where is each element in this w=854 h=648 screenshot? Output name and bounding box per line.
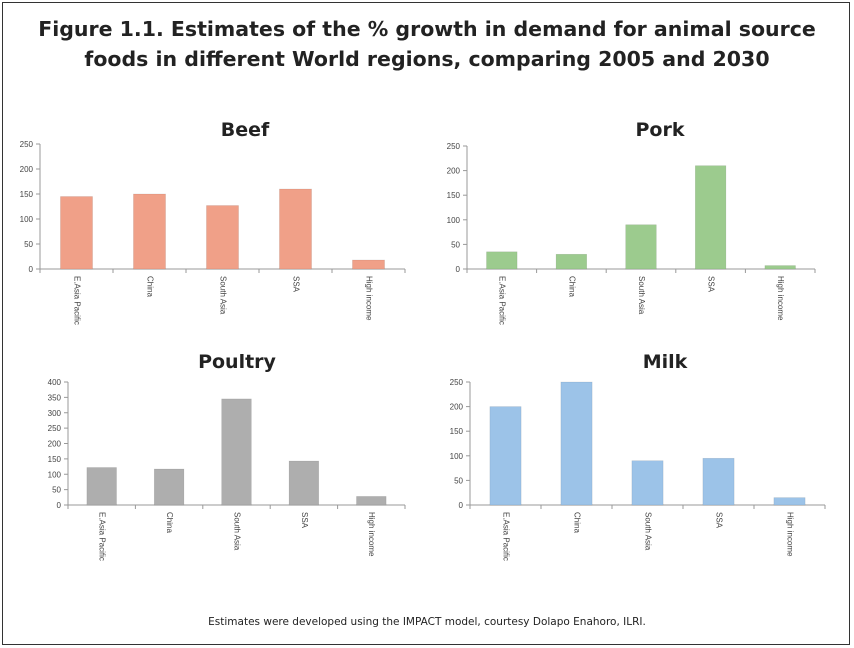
milk-y-tick-label: 150 (450, 427, 464, 436)
milk-y-tick-label: 0 (459, 501, 464, 510)
milk-bar (560, 381, 593, 506)
poultry-category-label: China (165, 512, 174, 533)
milk-bar (631, 460, 664, 506)
figure-title-line-2: foods in different World regions, compar… (84, 47, 770, 71)
milk-chart-title: Milk (643, 351, 688, 373)
pork-bar (694, 165, 727, 270)
beef-chart: Beef 0 50 100 150 200 250 E.Asia Pacific China So… (20, 119, 406, 325)
milk-chart: Milk 0 50 100 150 200 250 E.Asia Pacific China So… (450, 351, 826, 561)
beef-y-tick-label: 200 (20, 165, 34, 174)
beef-bar (352, 259, 385, 270)
poultry-bar (153, 468, 185, 506)
poultry-bar (86, 467, 117, 506)
poultry-y-tick-label: 50 (52, 486, 61, 495)
pork-y-tick-label: 150 (447, 191, 461, 200)
pork-bar (555, 253, 588, 270)
beef-category-label: SSA (291, 276, 300, 293)
milk-y-tick-label: 50 (454, 476, 463, 485)
beef-bar (279, 188, 312, 270)
pork-bar (764, 265, 796, 270)
beef-bar (206, 205, 239, 270)
milk-category-label: China (572, 512, 581, 533)
beef-y-tick-label: 0 (29, 265, 34, 274)
beef-category-label: High income (364, 276, 373, 321)
poultry-y-tick-label: 200 (48, 440, 62, 449)
pork-chart: Pork 0 50 100 150 200 250 E.Asia Pacific China So… (447, 119, 816, 325)
beef-y-tick-label: 150 (20, 190, 34, 199)
poultry-y-tick-label: 150 (48, 455, 62, 464)
pork-category-label: SSA (706, 276, 715, 293)
milk-category-label: E.Asia Pacific (501, 512, 510, 561)
beef-y-tick-label: 100 (20, 215, 34, 224)
poultry-y-tick-label: 300 (48, 409, 62, 418)
milk-y-tick-label: 250 (450, 378, 464, 387)
pork-y-tick-label: 50 (451, 240, 460, 249)
pork-chart-title: Pork (636, 119, 685, 141)
milk-bar (489, 406, 522, 506)
poultry-chart-title: Poultry (198, 351, 276, 373)
beef-chart-title: Beef (221, 119, 270, 141)
beef-category-label: China (145, 276, 154, 297)
pork-bar (625, 224, 657, 270)
beef-bar (60, 196, 93, 270)
milk-y-tick-label: 200 (450, 403, 464, 412)
poultry-y-tick-label: 350 (48, 393, 62, 402)
milk-category-label: High income (785, 512, 794, 557)
figure-title: Figure 1.1. Estimates of the % growth in… (0, 14, 854, 74)
pork-category-label: China (567, 276, 576, 297)
figure-title-line-1: Figure 1.1. Estimates of the % growth in… (38, 17, 816, 41)
poultry-bar (288, 460, 320, 506)
milk-bar (702, 457, 735, 506)
pork-y-tick-label: 100 (447, 216, 461, 225)
beef-bar (133, 193, 166, 270)
poultry-category-label: E.Asia Pacific (98, 512, 107, 561)
pork-category-label: South Asia (637, 276, 646, 315)
beef-y-tick-label: 50 (24, 240, 33, 249)
beef-y-tick-label: 250 (20, 140, 34, 149)
milk-category-label: SSA (714, 512, 723, 529)
poultry-y-tick-label: 0 (57, 501, 62, 510)
poultry-y-tick-label: 250 (48, 424, 62, 433)
milk-bar (773, 497, 806, 506)
pork-category-label: E.Asia Pacific (498, 276, 507, 325)
pork-y-tick-label: 200 (447, 167, 461, 176)
beef-category-label: South Asia (218, 276, 227, 315)
poultry-category-label: SSA (300, 512, 309, 529)
poultry-y-tick-label: 100 (48, 470, 62, 479)
milk-y-tick-label: 100 (450, 452, 464, 461)
poultry-bar (356, 496, 387, 506)
milk-category-label: South Asia (643, 512, 652, 551)
pork-y-tick-label: 250 (447, 142, 461, 151)
poultry-category-label: South Asia (232, 512, 241, 551)
pork-bar (486, 251, 518, 270)
footnote: Estimates were developed using the IMPAC… (208, 616, 646, 628)
pork-category-label: High income (776, 276, 785, 321)
poultry-category-label: High income (367, 512, 376, 557)
poultry-y-tick-label: 400 (48, 378, 62, 387)
poultry-bar (221, 398, 252, 506)
pork-y-tick-label: 0 (456, 265, 461, 274)
poultry-chart: Poultry 0 50 100 150 200 250 300 350 400 E.Asia Pa… (48, 351, 406, 561)
beef-category-label: E.Asia Pacific (72, 276, 81, 325)
